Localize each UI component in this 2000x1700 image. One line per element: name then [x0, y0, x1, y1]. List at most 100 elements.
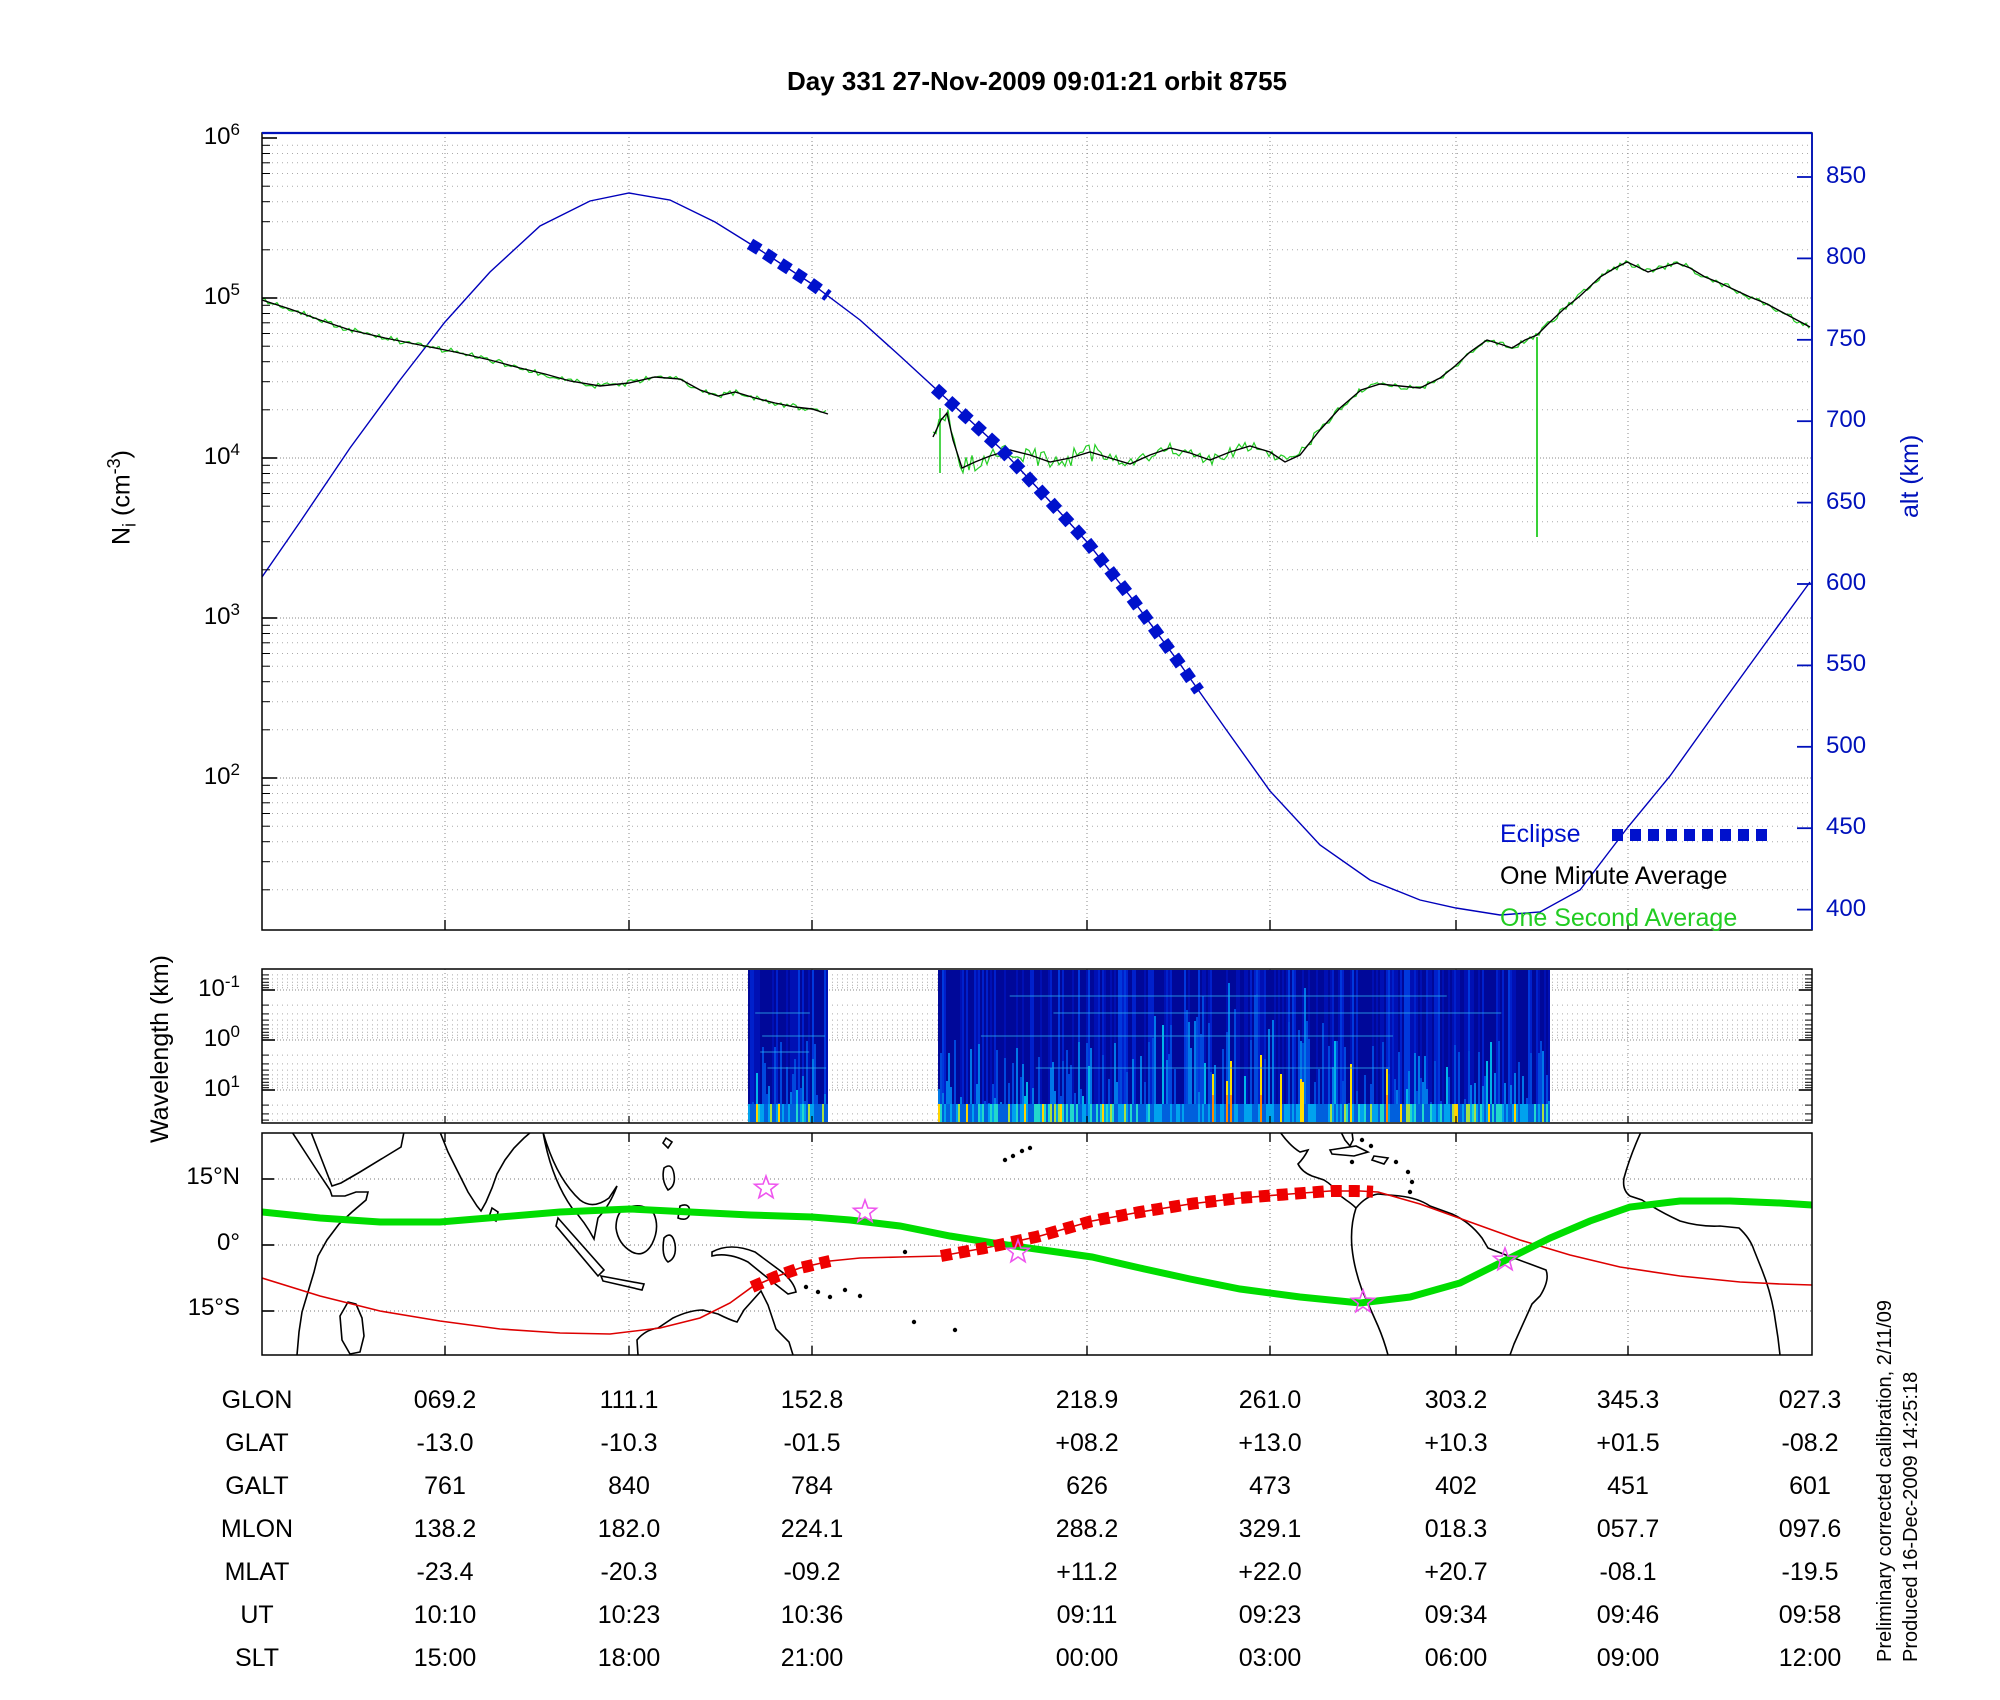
map-lat-tick: 15°N — [186, 1163, 240, 1190]
table-cell: 00:00 — [1055, 1644, 1119, 1672]
table-cell: -10.3 — [600, 1429, 658, 1457]
table-cell: 182.0 — [597, 1515, 661, 1543]
table-cell: 10:10 — [413, 1601, 477, 1629]
table-row-label: GLAT — [225, 1429, 289, 1457]
y-tick-altitude: 850 — [1826, 162, 1867, 189]
table-row-label: SLT — [235, 1644, 279, 1672]
spectrogram-blocks — [748, 970, 1550, 1122]
table-cell: +11.2 — [1056, 1558, 1118, 1586]
table-cell: 09:11 — [1056, 1601, 1118, 1629]
table-cell: 03:00 — [1238, 1644, 1302, 1672]
y-tick-altitude: 750 — [1826, 324, 1867, 352]
table-row-label: GALT — [225, 1472, 289, 1500]
axis-ticks — [262, 137, 1812, 1355]
table-cell: 069.2 — [413, 1386, 477, 1414]
table-cell: 09:58 — [1778, 1601, 1842, 1629]
table-cell: 224.1 — [780, 1515, 844, 1543]
table-cell: 06:00 — [1424, 1644, 1488, 1672]
panel-borders — [261, 131, 1813, 1356]
side-note: Produced 16-Dec-2009 14:25:18 — [1900, 1371, 1922, 1662]
table-cell: 10:23 — [597, 1601, 661, 1629]
table-cell: +01.5 — [1596, 1429, 1660, 1457]
table-cell: 10:36 — [780, 1601, 844, 1629]
table-cell: 288.2 — [1055, 1515, 1119, 1543]
table-cell: +20.7 — [1424, 1558, 1488, 1586]
side-note: Preliminary corrected calibration, 2/11/… — [1874, 1299, 1896, 1662]
table-row-label: GLON — [221, 1386, 293, 1414]
y-tick-altitude: 500 — [1826, 731, 1867, 759]
y-tick-density: 102 — [203, 760, 240, 790]
table-cell: -19.5 — [1781, 1558, 1839, 1586]
y-tick-altitude: 450 — [1826, 813, 1867, 841]
table-cell: 626 — [1066, 1472, 1108, 1500]
y-tick-altitude: 650 — [1826, 487, 1867, 515]
table-cell: 218.9 — [1055, 1386, 1119, 1414]
table-cell: +13.0 — [1238, 1429, 1302, 1457]
table-cell: -13.0 — [416, 1429, 474, 1457]
table-cell: 261.0 — [1238, 1386, 1302, 1414]
table-cell: 402 — [1435, 1472, 1477, 1500]
table-cell: 057.7 — [1596, 1515, 1660, 1543]
top-panel-series — [262, 192, 1811, 916]
table-cell: 840 — [608, 1472, 650, 1500]
table-cell: +22.0 — [1238, 1558, 1302, 1586]
table-cell: -20.3 — [600, 1558, 658, 1586]
plot-title: Day 331 27-Nov-2009 09:01:21 orbit 8755 — [786, 66, 1288, 96]
table-cell: 473 — [1249, 1472, 1291, 1500]
y-tick-wavelength: 100 — [203, 1022, 240, 1052]
table-cell: 138.2 — [413, 1515, 477, 1543]
y-tick-density: 103 — [203, 600, 240, 630]
map-lat-tick: 0° — [217, 1229, 240, 1256]
map-content — [262, 1133, 1812, 1355]
table-cell: -08.2 — [1781, 1429, 1839, 1457]
y-tick-altitude: 700 — [1826, 406, 1867, 434]
table-cell: -09.2 — [783, 1558, 841, 1586]
table-cell: 09:46 — [1596, 1601, 1660, 1629]
table-cell: -08.1 — [1599, 1558, 1657, 1586]
y-tick-density: 106 — [203, 120, 240, 150]
table-cell: 761 — [424, 1472, 466, 1500]
table-cell: 345.3 — [1596, 1386, 1660, 1414]
y-tick-wavelength: 10-1 — [198, 972, 240, 1002]
table-cell: 303.2 — [1424, 1386, 1488, 1414]
map-lat-tick: 15°S — [187, 1294, 240, 1321]
table-cell: +10.3 — [1424, 1429, 1488, 1457]
table-cell: 018.3 — [1424, 1515, 1488, 1543]
y-axis-label-altitude: alt (km) — [1896, 434, 1924, 518]
table-cell: +08.2 — [1055, 1429, 1119, 1457]
table-cell: 09:00 — [1596, 1644, 1660, 1672]
table-cell: 09:34 — [1424, 1601, 1488, 1629]
table-cell: 097.6 — [1778, 1515, 1842, 1543]
y-tick-altitude: 400 — [1826, 894, 1867, 922]
legend-entry: One Second Average — [1500, 904, 1738, 932]
y-tick-altitude: 600 — [1826, 569, 1867, 596]
table-row-label: MLON — [220, 1515, 294, 1543]
y-tick-density: 104 — [203, 440, 240, 470]
table-cell: 18:00 — [597, 1644, 661, 1672]
legend-entry: Eclipse — [1500, 820, 1581, 848]
table-cell: 329.1 — [1238, 1515, 1302, 1543]
table-cell: 12:00 — [1778, 1644, 1842, 1672]
table-cell: 451 — [1607, 1472, 1649, 1500]
table-cell: 152.8 — [780, 1386, 844, 1414]
table-cell: 027.3 — [1778, 1386, 1842, 1414]
table-row-label: MLAT — [224, 1558, 290, 1586]
y-tick-altitude: 550 — [1826, 650, 1867, 678]
top-panel-gridlines — [262, 133, 1812, 930]
table-cell: 21:00 — [780, 1644, 844, 1672]
y-tick-altitude: 800 — [1826, 243, 1867, 271]
table-cell: 784 — [791, 1472, 833, 1500]
y-tick-density: 105 — [203, 280, 240, 310]
table-cell: 09:23 — [1238, 1601, 1302, 1629]
y-tick-wavelength: 101 — [203, 1072, 240, 1102]
table-cell: 601 — [1789, 1472, 1831, 1500]
table-cell: -01.5 — [783, 1429, 841, 1457]
table-cell: 15:00 — [413, 1644, 477, 1672]
table-row-label: UT — [240, 1601, 274, 1629]
legend-entry: One Minute Average — [1500, 862, 1728, 890]
table-cell: -23.4 — [416, 1558, 474, 1586]
map-gridlines — [262, 1133, 1812, 1355]
table-cell: 111.1 — [599, 1386, 659, 1414]
